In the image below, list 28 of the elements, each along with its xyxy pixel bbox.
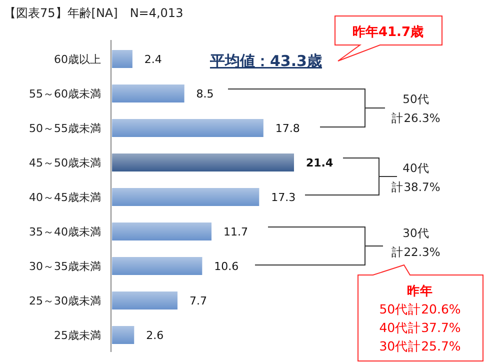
y-tick-label: 50～55歳未満 — [29, 122, 101, 135]
y-tick-label: 45～50歳未満 — [29, 156, 101, 170]
callout-last-year-mean: 昨年41.7歳 — [334, 16, 442, 62]
y-tick-label: 55～60歳未満 — [29, 88, 101, 100]
data-label: 7.7 — [189, 294, 207, 308]
data-label: 2.4 — [144, 53, 162, 66]
text: 計22.3% — [392, 245, 440, 259]
text: 40代 — [402, 161, 430, 175]
data-label: 17.3 — [271, 191, 296, 204]
y-tick-label: 25歳未満 — [54, 329, 101, 342]
chart-title: 【図表75】年齢[NA] N=4,013 — [4, 6, 184, 20]
y-tick-label: 30～35歳未満 — [29, 260, 101, 273]
data-label: 17.8 — [275, 122, 300, 135]
annotation: 平均値：43.3歳 — [208, 52, 322, 70]
data-label: 8.5 — [196, 88, 214, 100]
text: 50代 — [402, 92, 430, 106]
data-label: 21.4 — [306, 156, 334, 170]
text: 30代 — [402, 226, 430, 240]
data-label: 11.7 — [224, 226, 248, 238]
y-tick-label: 25～30歳未満 — [29, 294, 101, 308]
data-label: 2.6 — [146, 329, 164, 342]
text: 計26.3% — [392, 111, 440, 125]
data-label: 10.6 — [214, 260, 239, 273]
y-tick-label: 35～40歳未満 — [29, 226, 101, 238]
callout-last-year-shares: 昨年 50代計20.6% 40代計37.7% 30代計25.7% — [358, 264, 484, 362]
y-tick-label: 40～45歳未満 — [29, 191, 101, 204]
y-tick-label: 60歳以上 — [54, 53, 101, 66]
text: 計38.7% — [392, 180, 440, 194]
